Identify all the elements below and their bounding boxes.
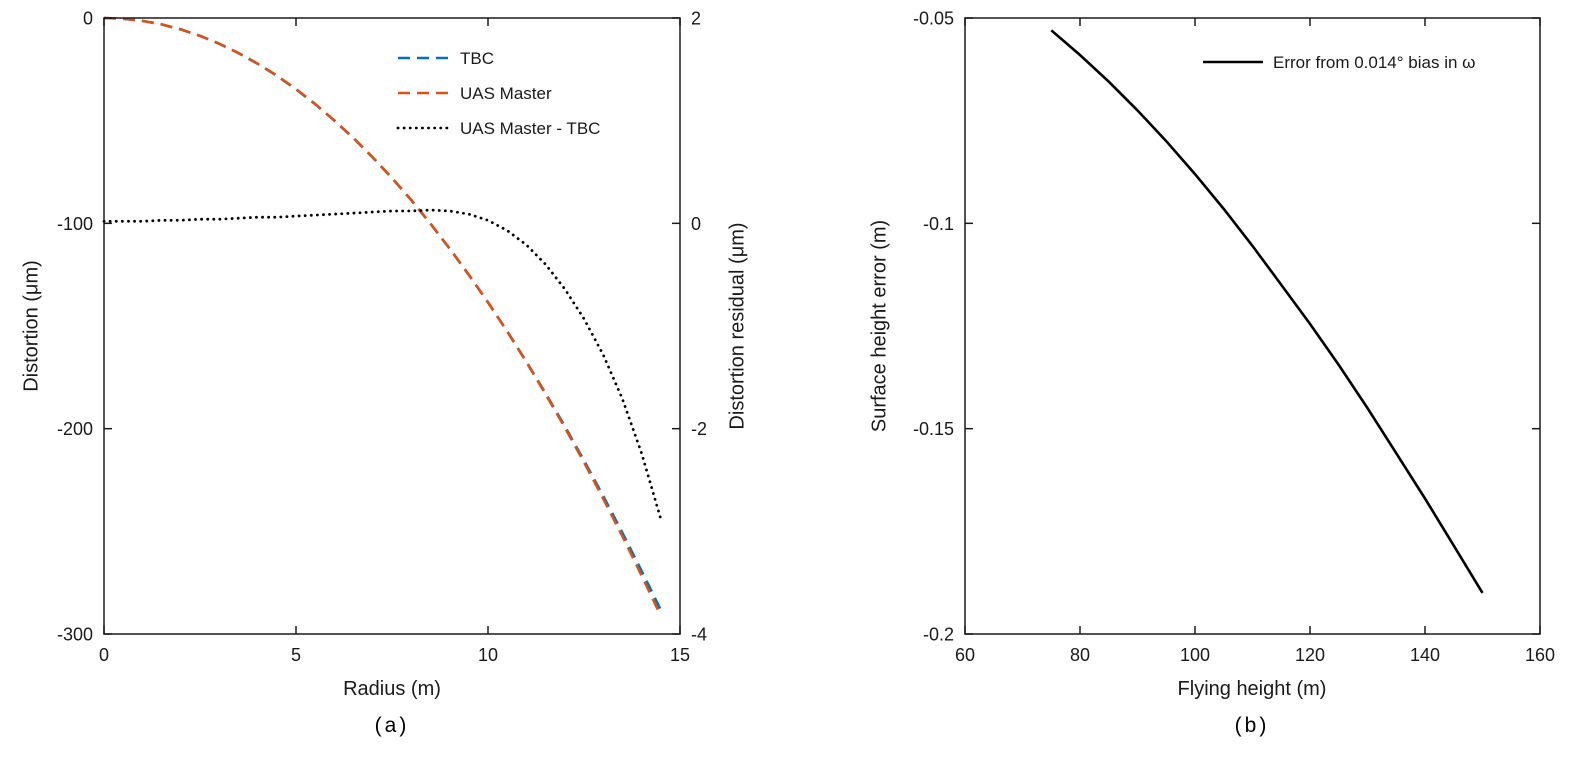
x-tick-label: 5 — [291, 645, 301, 665]
series-line-2 — [102, 208, 663, 521]
y2-tick-label: -2 — [691, 419, 707, 439]
series-line-0 — [1050, 29, 1484, 594]
legend-label: UAS Master - TBC — [460, 119, 600, 138]
panel-caption-b: (b) — [1234, 714, 1270, 737]
y-tick-label: -100 — [57, 214, 93, 234]
legend-label: Error from 0.014° bias in ω — [1273, 53, 1475, 72]
x-axis-label-b: Flying height (m) — [1177, 678, 1327, 700]
x-tick-label: 160 — [1525, 645, 1555, 665]
x-tick-label: 120 — [1295, 645, 1325, 665]
y-axis-label-left-a: Distortion (μm) — [20, 260, 43, 392]
y-tick-label: -0.2 — [923, 625, 954, 645]
series-line-0 — [103, 16, 662, 611]
y-tick-label: -200 — [57, 419, 93, 439]
plot-box — [103, 17, 681, 635]
x-tick-label: 0 — [99, 645, 109, 665]
x-tick-label: 80 — [1070, 645, 1090, 665]
x-tick-label: 15 — [670, 645, 690, 665]
x-tick-label: 60 — [955, 645, 975, 665]
y-tick-label: -0.1 — [923, 214, 954, 234]
y-axis-label-b: Surface height error (m) — [868, 219, 891, 433]
chart-panel-b: 60 80 100 120 140 160 -0.05 -0.1 -0.15 -0.2 Error … — [790, 0, 1579, 757]
plot-a-canvas: 0 5 10 15 0 -100 -200 -300 2 0 -2 -4 TBC UAS Master UA… — [57, 9, 707, 666]
legend-label: TBC — [460, 49, 494, 68]
x-axis-label-a: Radius (m) — [343, 678, 441, 700]
x-tick-label: 100 — [1180, 645, 1210, 665]
x-tick-label: 140 — [1410, 645, 1440, 665]
y-axis-label-right-a: Distortion residual (μm) — [726, 222, 749, 430]
y2-tick-label: 2 — [691, 9, 701, 29]
y-tick-label: 0 — [83, 9, 93, 29]
x-tick-label: 10 — [478, 645, 498, 665]
y2-tick-label: -4 — [691, 625, 707, 645]
series-line-1 — [103, 16, 662, 617]
y2-tick-label: 0 — [691, 214, 701, 234]
plot-box — [964, 17, 1541, 635]
panel-caption-a: (a) — [374, 714, 410, 737]
legend-label: UAS Master — [460, 84, 552, 103]
y-tick-label: -0.15 — [913, 419, 954, 439]
plot-b-canvas: 60 80 100 120 140 160 -0.05 -0.1 -0.15 -0.2 Error … — [913, 9, 1555, 666]
y-tick-label: -300 — [57, 625, 93, 645]
chart-panel-a: 0 5 10 15 0 -100 -200 -300 2 0 -2 -4 TBC UAS Master UA… — [0, 0, 760, 757]
y-tick-label: -0.05 — [913, 9, 954, 29]
